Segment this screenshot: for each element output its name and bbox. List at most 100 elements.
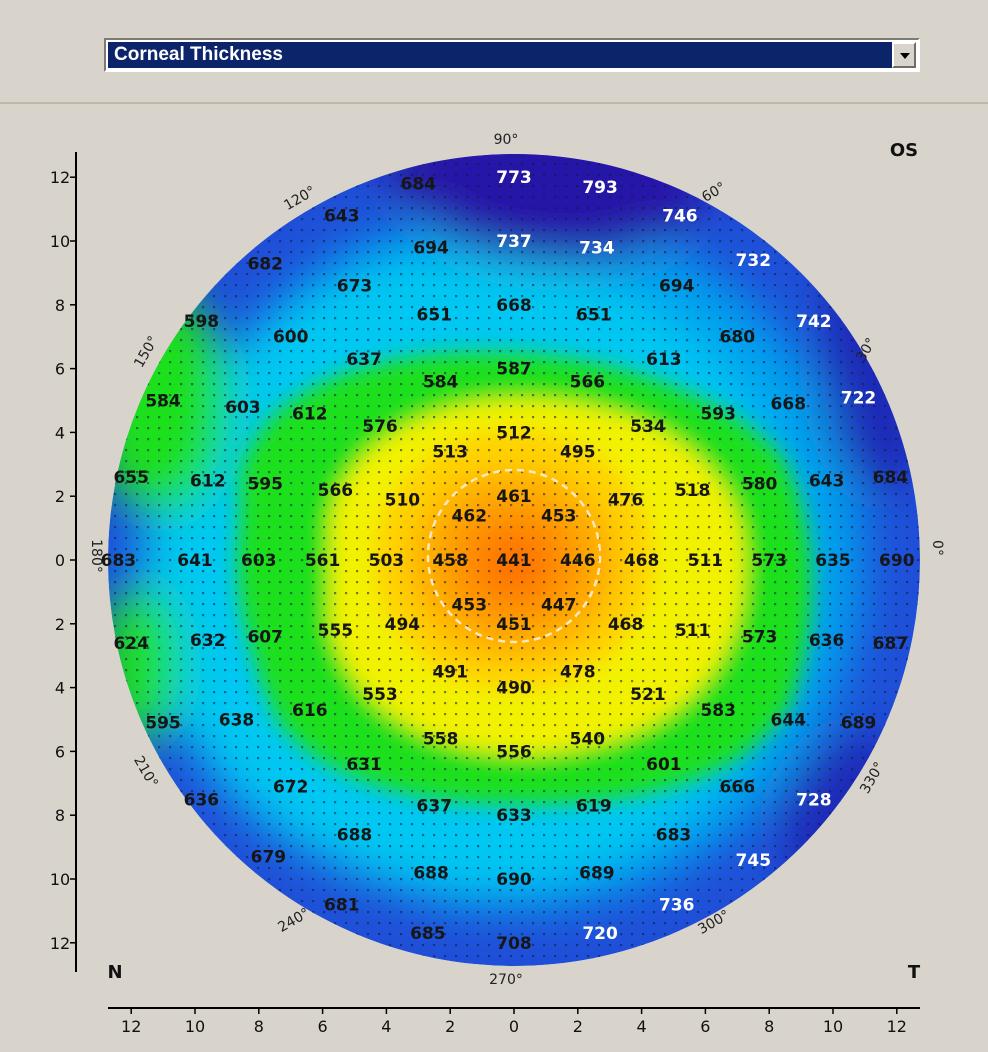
thickness-reading: 521 — [630, 685, 666, 705]
eye-label: OS — [890, 140, 918, 161]
thickness-reading: 603 — [225, 398, 261, 418]
thickness-reading: 453 — [452, 596, 488, 616]
thickness-reading: 607 — [247, 628, 283, 648]
thickness-reading: 694 — [413, 238, 449, 258]
thickness-readings: 684 773 793 746 643 694 737 734 732 682 673 694 598 6… — [101, 168, 915, 954]
y-axis-tick-label: 4 — [55, 679, 65, 698]
thickness-reading: 583 — [700, 701, 736, 721]
thickness-reading: 584 — [423, 372, 459, 392]
thickness-reading: 641 — [177, 551, 213, 571]
thickness-reading: 638 — [219, 711, 255, 731]
thickness-reading: 468 — [608, 615, 644, 635]
thickness-reading: 643 — [809, 471, 845, 491]
thickness-reading: 587 — [496, 360, 532, 380]
y-axis-tick-label: 6 — [55, 742, 65, 761]
y-axis-tick-label: 6 — [55, 360, 65, 379]
angle-label-240: 240° — [275, 905, 312, 936]
thickness-reading: 613 — [646, 350, 682, 370]
thickness-reading: 566 — [570, 372, 606, 392]
thickness-reading: 685 — [410, 924, 446, 944]
dropdown-arrow-button[interactable] — [892, 42, 916, 68]
thickness-reading: 495 — [560, 443, 596, 463]
thickness-reading: 742 — [796, 312, 832, 332]
x-axis-tick-label: 8 — [254, 1017, 264, 1036]
thickness-reading: 684 — [873, 468, 909, 488]
thickness-reading: 494 — [385, 615, 421, 635]
thickness-reading: 446 — [560, 551, 596, 571]
thickness-reading: 556 — [496, 742, 532, 762]
thickness-reading: 683 — [101, 551, 137, 571]
angle-label-0: 0° — [929, 540, 945, 556]
thickness-reading: 633 — [496, 806, 532, 826]
thickness-reading: 447 — [541, 596, 577, 616]
thickness-reading: 720 — [582, 924, 618, 944]
thickness-reading: 636 — [809, 631, 845, 651]
thickness-reading: 666 — [720, 778, 756, 798]
thickness-reading: 511 — [675, 621, 711, 641]
x-axis-tick-label: 6 — [700, 1017, 710, 1036]
temporal-label: T — [908, 962, 921, 983]
thickness-reading: 600 — [273, 328, 309, 348]
y-axis-tick-label: 12 — [50, 168, 70, 187]
map-type-dropdown[interactable]: Corneal Thickness — [104, 38, 920, 72]
thickness-reading: 612 — [190, 471, 226, 491]
thickness-reading: 651 — [576, 305, 612, 325]
thickness-reading: 745 — [736, 851, 772, 871]
thickness-reading: 689 — [841, 714, 877, 734]
thickness-reading: 580 — [742, 474, 778, 494]
y-axis-ticks: 12 10 8 6 4 2 0 2 4 6 8 10 12 — [50, 168, 76, 953]
thickness-reading: 468 — [624, 551, 660, 571]
y-axis-tick-label: 0 — [55, 551, 65, 570]
thickness-reading: 690 — [496, 870, 532, 890]
thickness-reading: 683 — [656, 825, 692, 845]
nasal-label: N — [107, 962, 122, 983]
thickness-reading: 793 — [582, 178, 618, 198]
y-axis-tick-label: 2 — [55, 615, 65, 634]
chevron-down-icon — [900, 53, 910, 59]
thickness-reading: 512 — [496, 423, 532, 443]
thickness-reading: 518 — [675, 481, 711, 501]
x-axis-tick-label: 2 — [573, 1017, 583, 1036]
map-type-selected-value[interactable]: Corneal Thickness — [108, 42, 892, 68]
thickness-reading: 566 — [318, 481, 354, 501]
thickness-reading: 458 — [432, 551, 468, 571]
angle-label-270: 270° — [489, 972, 523, 988]
thickness-reading: 576 — [362, 417, 398, 437]
thickness-reading: 668 — [771, 395, 807, 415]
thickness-reading: 688 — [413, 864, 449, 884]
x-axis-tick-label: 10 — [185, 1017, 205, 1036]
thickness-reading: 595 — [247, 474, 283, 494]
thickness-reading: 573 — [751, 551, 787, 571]
thickness-reading: 476 — [608, 490, 644, 510]
thickness-reading: 612 — [292, 404, 328, 424]
thickness-reading: 635 — [815, 551, 851, 571]
thickness-reading: 682 — [247, 254, 283, 274]
thickness-reading: 687 — [873, 634, 909, 654]
thickness-reading: 595 — [145, 714, 181, 734]
thickness-reading: 679 — [251, 848, 287, 868]
thickness-reading: 453 — [541, 506, 577, 526]
thickness-reading: 490 — [496, 679, 532, 699]
thickness-reading: 598 — [184, 312, 220, 332]
thickness-reading: 708 — [496, 934, 532, 954]
map-panel: 12 10 8 6 4 2 0 2 4 6 8 10 12 12 10 8 6 4 2 0 2 4 6 8 10 12 — [0, 104, 988, 1052]
pupil-zone-ring — [426, 468, 602, 644]
thickness-reading: 680 — [720, 328, 756, 348]
x-axis-tick-label: 8 — [764, 1017, 774, 1036]
thickness-reading: 684 — [401, 175, 437, 195]
x-axis-tick-label: 10 — [823, 1017, 843, 1036]
angle-label-180: 180° — [88, 539, 104, 573]
thickness-reading: 736 — [659, 896, 695, 916]
thickness-reading: 732 — [736, 251, 772, 271]
thickness-reading: 616 — [292, 701, 328, 721]
x-axis-tick-label: 4 — [381, 1017, 391, 1036]
thickness-reading: 601 — [646, 755, 682, 775]
y-axis-tick-label: 8 — [55, 296, 65, 315]
angle-label-210: 210° — [130, 753, 161, 790]
y-axis-tick-label: 12 — [50, 934, 70, 953]
x-axis-tick-label: 0 — [509, 1017, 519, 1036]
thickness-reading: 690 — [879, 551, 915, 571]
thickness-reading: 461 — [496, 487, 532, 507]
thickness-reading: 540 — [570, 730, 606, 750]
